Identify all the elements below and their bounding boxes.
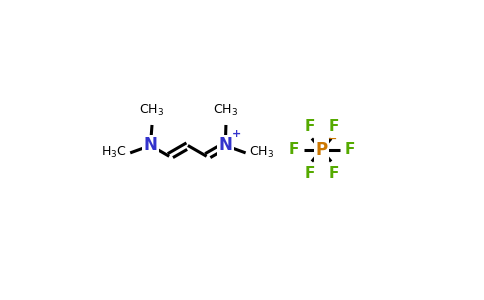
Text: F: F	[328, 166, 339, 181]
Text: P: P	[316, 141, 328, 159]
Text: CH$_3$: CH$_3$	[249, 145, 274, 160]
Text: F: F	[328, 119, 339, 134]
Text: H$_3$C: H$_3$C	[101, 145, 127, 160]
Text: F: F	[288, 142, 299, 158]
Text: CH$_3$: CH$_3$	[139, 103, 165, 118]
Text: CH$_3$: CH$_3$	[213, 103, 239, 118]
Text: N: N	[144, 136, 157, 154]
Text: F: F	[344, 142, 355, 158]
Text: F: F	[304, 119, 315, 134]
Text: N: N	[218, 136, 232, 154]
Text: +: +	[232, 129, 241, 139]
Text: F: F	[304, 166, 315, 181]
Text: −: −	[328, 134, 337, 144]
